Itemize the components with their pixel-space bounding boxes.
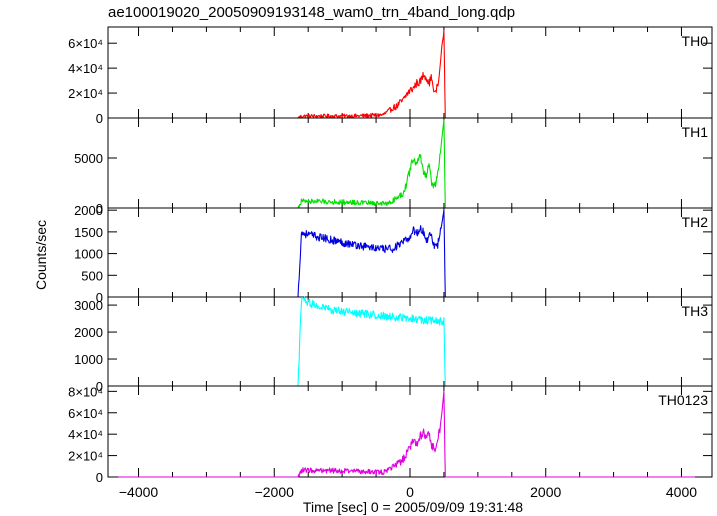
y-tick-label: 1000: [74, 247, 103, 262]
panel-label-th0: TH0: [682, 33, 709, 49]
y-tick-label: 6×10⁴: [68, 406, 103, 421]
y-tick-label: 2000: [74, 325, 103, 340]
chart-title: ae100019020_20050909193148_wam0_trn_4ban…: [108, 4, 515, 21]
panel-label-th2: TH2: [682, 214, 709, 230]
y-tick-label: 0: [96, 111, 103, 126]
panel-label-th1: TH1: [682, 124, 709, 140]
y-tick-label: 4×10⁴: [68, 427, 103, 442]
series-line-th0123: [118, 390, 696, 478]
y-tick-label: 1000: [74, 352, 103, 367]
y-tick-label: 0: [96, 290, 103, 305]
panel-th0123: 0 2×10⁴ 4×10⁴ 6×10⁴ 8×10⁴ TH0123: [68, 384, 713, 485]
x-tick-label: 2000: [530, 484, 561, 500]
x-tick-label: −2000: [255, 484, 295, 500]
y-tick-label: 2×10⁴: [68, 449, 103, 464]
y-tick-label: 0: [96, 470, 103, 485]
x-tick-label: 0: [406, 484, 414, 500]
series-line-th3: [118, 296, 696, 387]
panel-frame: [107, 207, 713, 298]
series-line-th0: [118, 30, 696, 119]
y-tick-label: 6×10⁴: [68, 36, 103, 51]
x-tick-label: −4000: [119, 484, 159, 500]
panel-frame: [107, 296, 713, 387]
y-tick-label: 4×10⁴: [68, 61, 103, 76]
x-tick-label: 4000: [666, 484, 697, 500]
y-tick-label: 0: [96, 379, 103, 394]
y-tick-label: 5000: [74, 151, 103, 166]
x-axis-label: Time [sec] 0 = 2005/09/09 19:31:48: [303, 499, 523, 515]
series-line-th1: [118, 119, 696, 209]
y-axis-label: Counts/sec: [33, 220, 49, 290]
y-tick-label: 1500: [74, 225, 103, 240]
y-tick-label: 0: [96, 201, 103, 216]
panel-frame: [107, 385, 713, 478]
y-tick-label: 500: [81, 268, 103, 283]
y-tick-label: 2×10⁴: [68, 86, 103, 101]
panel-th2: 0 500 1000 1500 2000 TH2: [74, 203, 713, 305]
panel-frame: [107, 26, 713, 119]
panel-th1: 0 5000 TH1: [74, 117, 713, 216]
y-tick-label: 2000: [74, 203, 103, 218]
y-tick-label: 3000: [74, 298, 103, 313]
panel-frame: [107, 117, 713, 209]
panel-th3: 0 1000 2000 3000 TH3: [74, 296, 713, 394]
panel-label-th0123: TH0123: [658, 392, 708, 408]
series-line-th2: [118, 209, 696, 298]
panel-label-th3: TH3: [682, 303, 709, 319]
y-tick-label: 8×10⁴: [68, 384, 103, 399]
panel-stack: 0 2×10⁴ 4×10⁴ 6×10⁴ TH0 0 5000 TH1 0 500 1000 1500 2…: [68, 26, 713, 500]
panel-th0: 0 2×10⁴ 4×10⁴ 6×10⁴ TH0: [68, 26, 713, 126]
